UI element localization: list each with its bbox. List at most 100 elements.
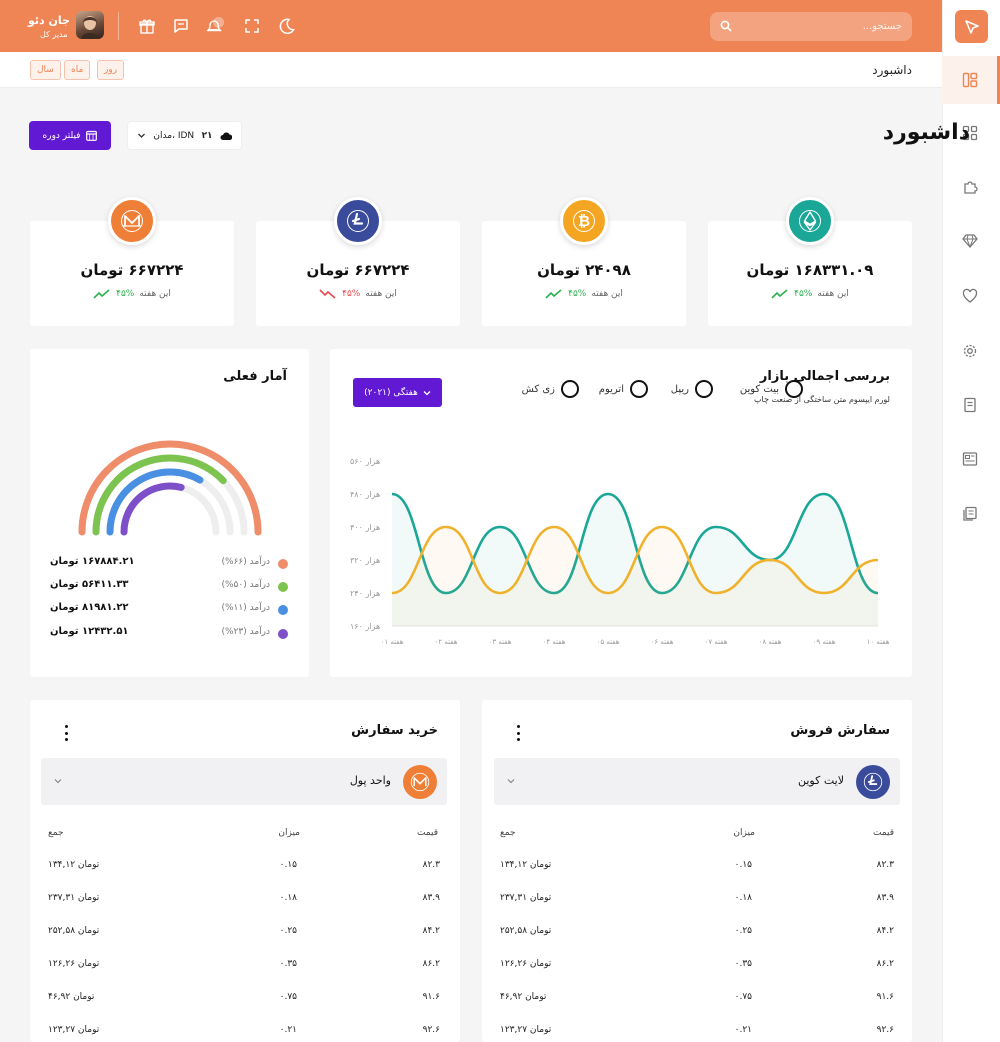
dashboard-icon bbox=[962, 72, 978, 88]
currency-select[interactable]: واحد پول bbox=[41, 758, 447, 805]
amount-cell: ۰.۱۸ bbox=[279, 893, 297, 903]
sidebar-item-reports[interactable] bbox=[961, 450, 979, 468]
total-cell: ۲۳۷,۳۱ تومان bbox=[48, 893, 100, 903]
litecoin-icon bbox=[856, 765, 890, 799]
user-name[interactable]: جان دئو bbox=[28, 14, 70, 27]
x-tick-label: هفته ۰۸ bbox=[759, 638, 782, 646]
top-bar: جان دئو مدیر کل bbox=[0, 0, 942, 52]
column-header-total: جمع bbox=[500, 828, 516, 838]
x-tick-label: هفته ۰۲ bbox=[435, 638, 458, 646]
sidebar-item-premium[interactable] bbox=[961, 232, 979, 250]
amount-cell: ۰.۲۱ bbox=[279, 1025, 297, 1035]
total-cell: ۱۳۴,۱۲ تومان bbox=[500, 860, 552, 870]
monero-icon bbox=[108, 197, 156, 245]
x-tick-label: هفته ۰۹ bbox=[813, 638, 836, 646]
buy-orders-card: خرید سفارش واحد پول قیمت میزان جمع ۸۲.۳ … bbox=[30, 700, 460, 1042]
amount-cell: ۰.۱۸ bbox=[734, 893, 752, 903]
notification-bell-icon[interactable] bbox=[205, 16, 225, 36]
sell-orders-title: سفارش فروش bbox=[790, 723, 890, 738]
gauge-track bbox=[120, 482, 220, 536]
sidebar-item-documents[interactable] bbox=[961, 396, 979, 414]
currency-select-label: واحد پول bbox=[349, 774, 391, 787]
search-input[interactable] bbox=[752, 21, 902, 32]
litecoin-icon bbox=[334, 197, 382, 245]
grid-icon bbox=[962, 125, 978, 141]
price-cell: ۹۲.۶ bbox=[422, 1025, 440, 1035]
y-tick-label: ۵۶۰ هزار bbox=[350, 457, 380, 466]
column-header-price: قیمت bbox=[872, 828, 894, 838]
current-stats-title: آمار فعلی bbox=[223, 369, 287, 384]
sidebar-item-favorites[interactable] bbox=[961, 287, 979, 305]
legend-value: ۸۱۹۸۱.۲۲ تومان bbox=[50, 602, 129, 613]
radio-ripple[interactable]: ریپل bbox=[671, 380, 713, 398]
currency-select[interactable]: لایت کوین bbox=[494, 758, 900, 805]
sidebar-item-apps[interactable] bbox=[961, 124, 979, 142]
price-cell: ۹۱.۶ bbox=[876, 992, 894, 1002]
stat-card-monero: ۶۶۷۲۲۴ تومان این هفته ۴۵% bbox=[30, 197, 234, 326]
calendar-icon bbox=[86, 130, 98, 141]
y-tick-label: ۲۴۰ هزار bbox=[350, 589, 380, 598]
stats-legend-item: درآمد (۵۰%) ۵۶۴۱۱.۳۳ تومان bbox=[50, 579, 288, 595]
radio-bitcoin[interactable]: بیت کوین bbox=[740, 380, 803, 398]
stat-trend: این هفته ۴۵% bbox=[256, 289, 460, 299]
gauge-arc bbox=[106, 468, 204, 536]
search-icon[interactable] bbox=[720, 17, 732, 36]
range-month-button[interactable]: ماه bbox=[64, 60, 91, 80]
range-day-button[interactable]: روز bbox=[97, 60, 125, 80]
sidebar-item-pages[interactable] bbox=[961, 505, 979, 523]
more-options-icon[interactable] bbox=[515, 725, 521, 741]
stat-period: این هفته bbox=[817, 289, 849, 299]
price-cell: ۹۲.۶ bbox=[876, 1025, 894, 1035]
currency-select-label: لایت کوین bbox=[798, 774, 844, 787]
moon-icon[interactable] bbox=[277, 16, 297, 36]
amount-cell: ۰.۷۵ bbox=[279, 992, 297, 1002]
more-options-icon[interactable] bbox=[63, 725, 69, 741]
price-cell: ۸۳.۹ bbox=[876, 893, 894, 903]
fullscreen-icon[interactable] bbox=[242, 16, 262, 36]
weather-location: مدان، IDN bbox=[153, 130, 195, 141]
total-cell: ۴۶,۹۲ تومان bbox=[500, 992, 547, 1002]
radio-ethereum[interactable]: اتریوم bbox=[599, 380, 648, 398]
sidebar-active-indicator bbox=[997, 56, 1000, 104]
legend-value: ۱۲۴۳۲.۵۱ تومان bbox=[50, 626, 129, 637]
price-cell: ۹۱.۶ bbox=[422, 992, 440, 1002]
sidebar-item-plugins[interactable] bbox=[961, 178, 979, 196]
radio-zcash[interactable]: زی کش bbox=[522, 380, 579, 398]
stat-period: این هفته bbox=[365, 289, 397, 299]
series-line bbox=[391, 492, 879, 595]
radio-circle[interactable] bbox=[785, 380, 803, 398]
avatar[interactable] bbox=[76, 11, 104, 39]
stats-legend-item: درآمد (۶۶%) ۱۶۷۸۸۴.۲۱ تومان bbox=[50, 556, 288, 572]
x-tick-label: هفته ۰۱ bbox=[381, 638, 404, 646]
filter-period-button[interactable]: فیلتر دوره bbox=[29, 121, 111, 150]
total-cell: ۱۳۴,۱۲ تومان bbox=[48, 860, 100, 870]
heart-icon bbox=[962, 288, 978, 303]
sidebar-item-dashboard[interactable] bbox=[961, 71, 979, 89]
series-line bbox=[391, 525, 879, 595]
legend-dot bbox=[278, 559, 288, 569]
stat-value: ۶۶۷۲۲۴ تومان bbox=[306, 261, 410, 279]
price-cell: ۸۴.۲ bbox=[876, 926, 894, 936]
chat-icon[interactable] bbox=[171, 16, 191, 36]
amount-cell: ۰.۲۵ bbox=[734, 926, 752, 936]
logo-icon[interactable] bbox=[955, 10, 988, 43]
gift-icon[interactable] bbox=[137, 16, 157, 36]
total-cell: ۱۲۳,۲۷ تومان bbox=[48, 1025, 100, 1035]
radio-circle[interactable] bbox=[561, 380, 579, 398]
trend-up-icon bbox=[93, 289, 110, 299]
sidebar-item-settings[interactable] bbox=[961, 342, 979, 360]
x-tick-label: هفته ۰۶ bbox=[651, 638, 674, 646]
radio-circle[interactable] bbox=[695, 380, 713, 398]
legend-label: درآمد (۱۱%) bbox=[221, 603, 270, 613]
radio-circle[interactable] bbox=[630, 380, 648, 398]
stat-value: ۶۶۷۲۲۴ تومان bbox=[80, 261, 184, 279]
weather-widget[interactable]: مدان، IDN ۲۱ bbox=[127, 121, 242, 150]
range-year-button[interactable]: سال bbox=[30, 60, 61, 80]
search-box[interactable] bbox=[710, 12, 912, 41]
y-tick-label: ۴۸۰ هزار bbox=[350, 490, 380, 499]
price-cell: ۸۶.۲ bbox=[422, 959, 440, 969]
weekly-period-dropdown[interactable]: هفتگی (۲۰۲۱) bbox=[353, 378, 442, 407]
stat-percent: ۴۵% bbox=[342, 289, 361, 299]
y-tick-label: ۳۲۰ هزار bbox=[350, 556, 380, 565]
bitcoin-icon: ₿ bbox=[560, 197, 608, 245]
